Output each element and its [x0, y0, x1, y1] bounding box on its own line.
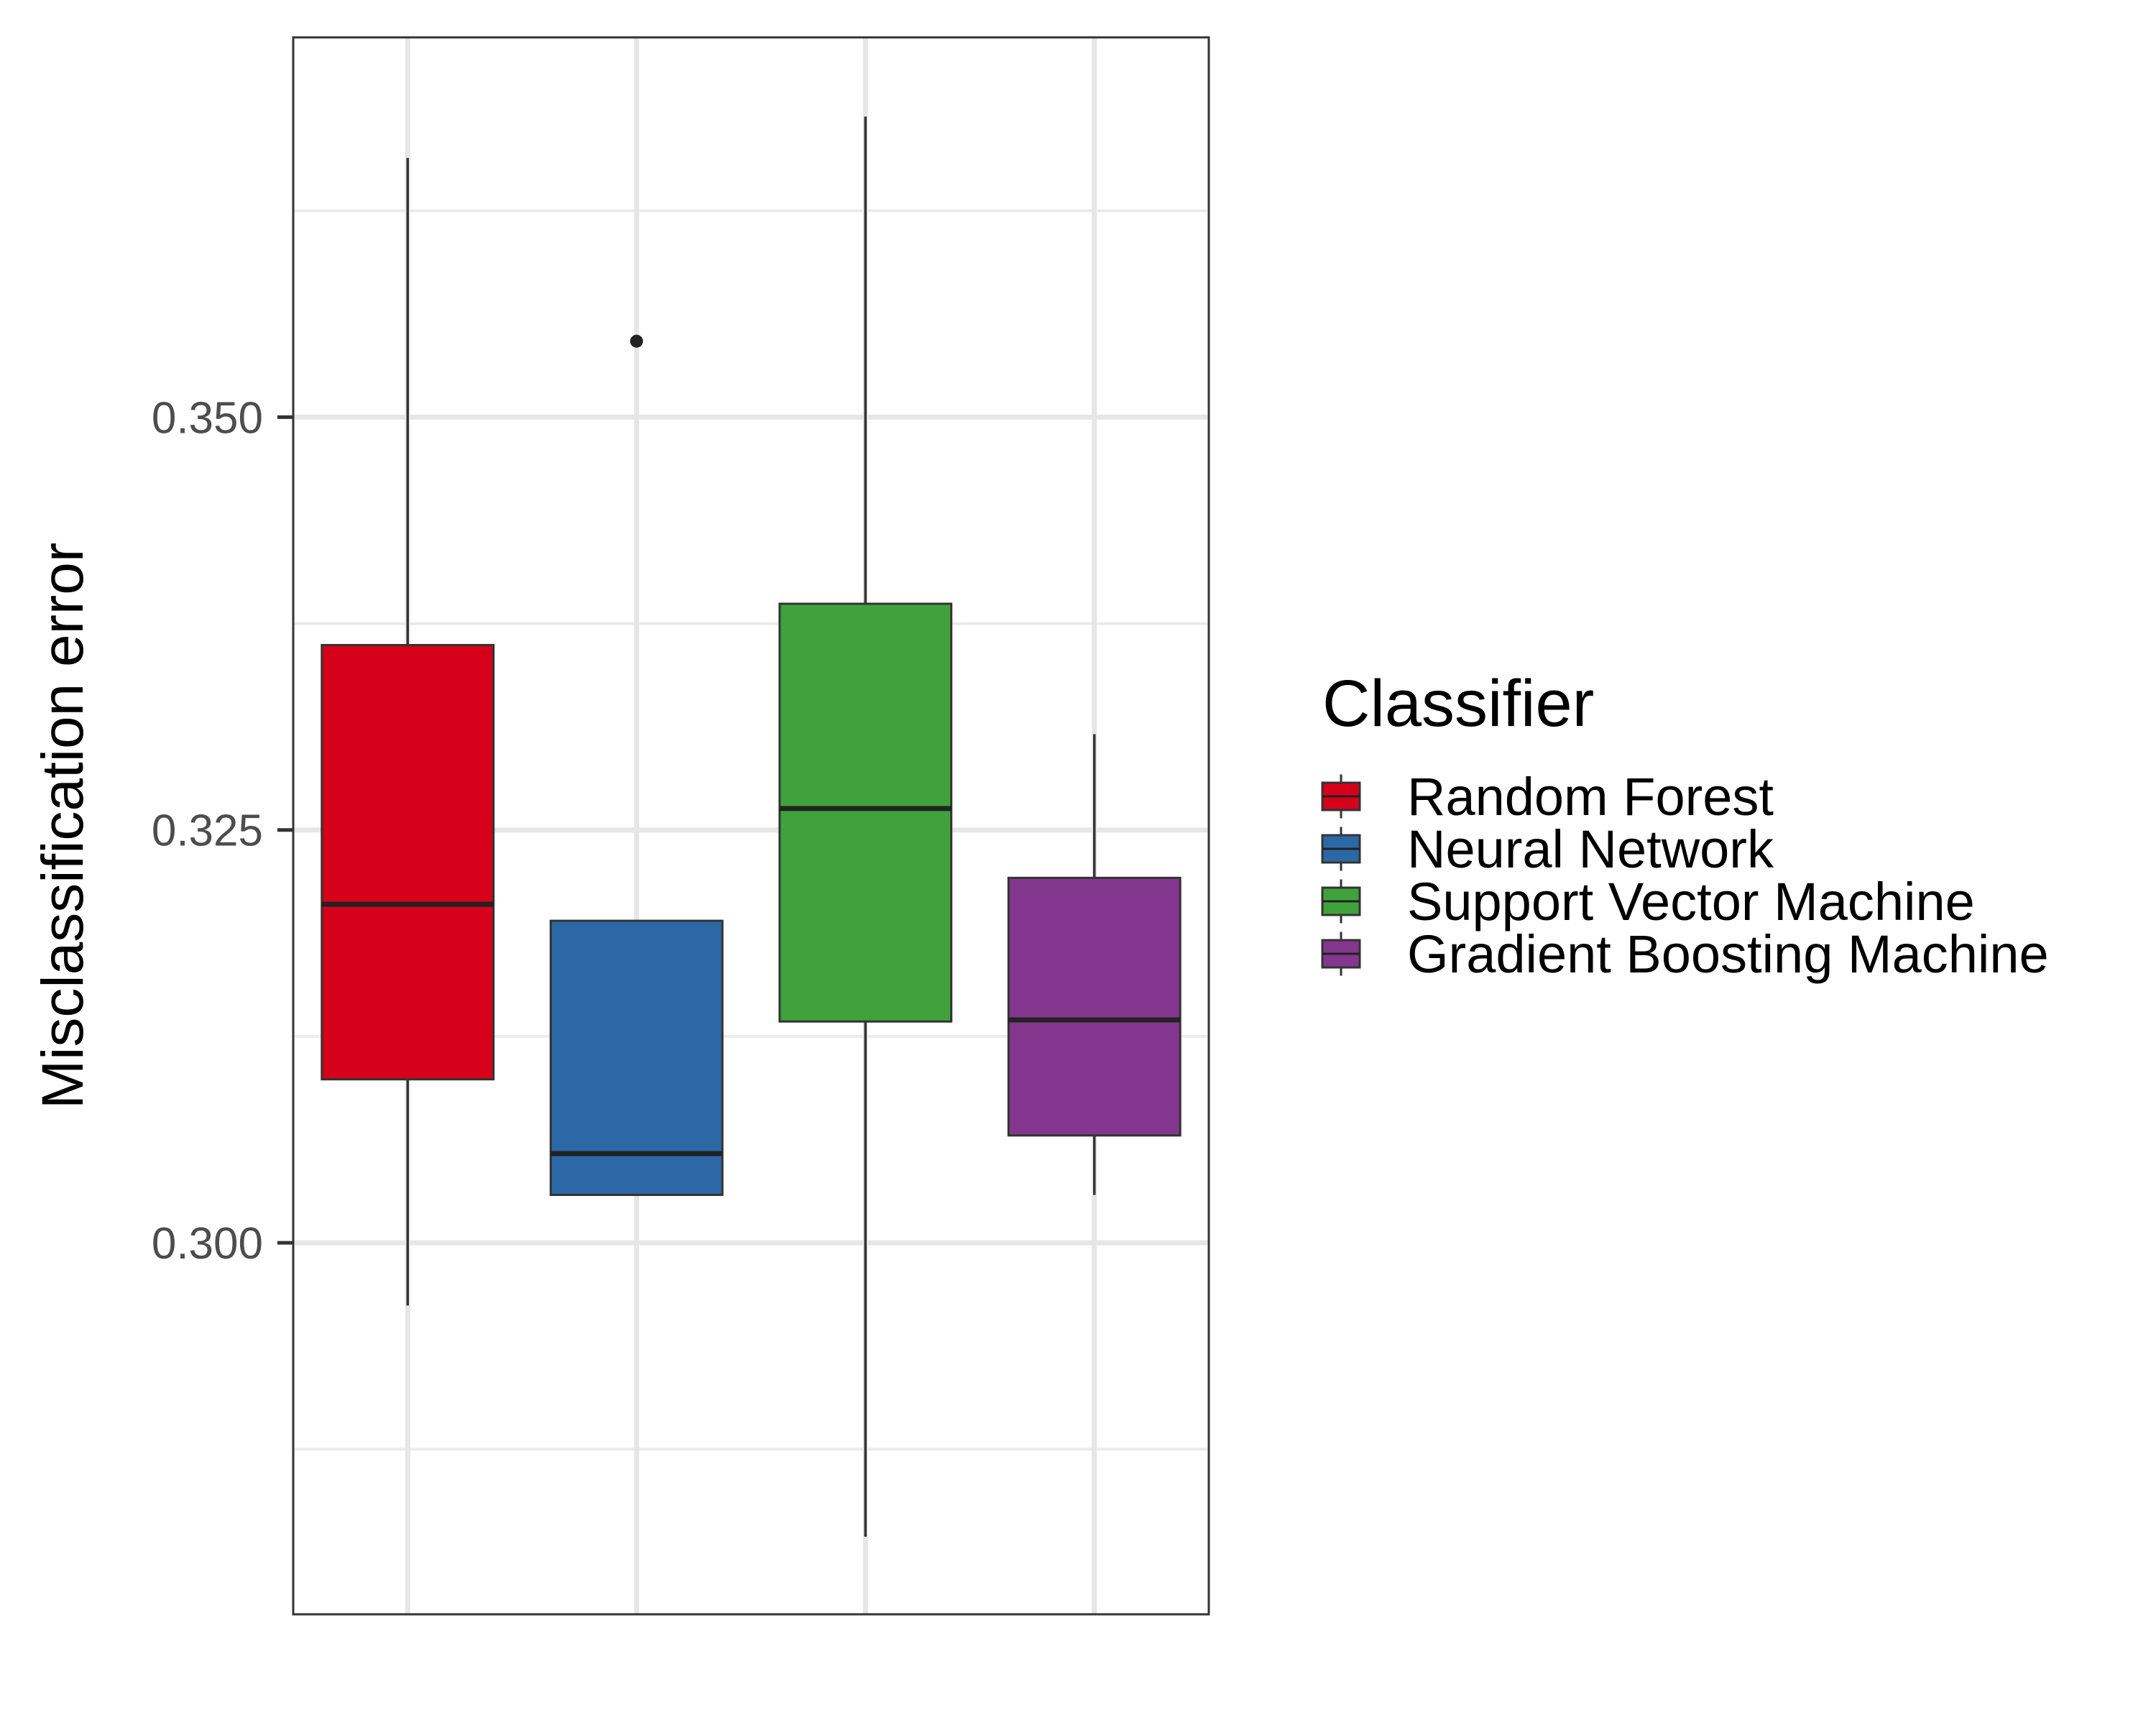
box-iqr — [549, 919, 724, 1196]
legend-item-random-forest: Random Forest — [1321, 767, 1774, 827]
outlier-point — [630, 334, 643, 348]
boxes — [321, 116, 1181, 1537]
panel-border — [292, 36, 1210, 1616]
box-gradient-boosting-machine — [1007, 734, 1181, 1195]
box-random-forest — [321, 157, 495, 1306]
legend-label: Neural Network — [1407, 819, 1774, 879]
box-iqr — [1007, 876, 1181, 1137]
y-tick-label: 0.325 — [152, 806, 263, 856]
legend-item-neural-network: Neural Network — [1321, 819, 1774, 879]
legend-title: Classifier — [1322, 667, 1594, 740]
legend-label: Random Forest — [1407, 767, 1774, 827]
box-neural-network — [549, 334, 724, 1196]
box-iqr — [778, 602, 953, 1023]
y-tick-label: 0.350 — [152, 393, 263, 443]
legend-item-support-vector-machine: Support Vector Machine — [1321, 872, 1975, 932]
box-support-vector-machine — [778, 116, 953, 1537]
y-tick-label: 0.300 — [152, 1219, 263, 1269]
box-iqr — [321, 643, 495, 1081]
legend-label: Gradient Boosting Machine — [1407, 924, 2049, 984]
legend-label: Support Vector Machine — [1407, 872, 1975, 932]
y-axis-title: Misclassification error — [30, 543, 96, 1109]
y-axis: 0.300 0.325 0.350 — [152, 393, 293, 1269]
legend-item-gradient-boosting-machine: Gradient Boosting Machine — [1321, 924, 2049, 984]
